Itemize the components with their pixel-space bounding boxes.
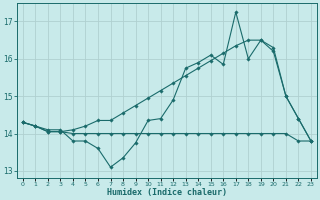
X-axis label: Humidex (Indice chaleur): Humidex (Indice chaleur) xyxy=(107,188,227,197)
